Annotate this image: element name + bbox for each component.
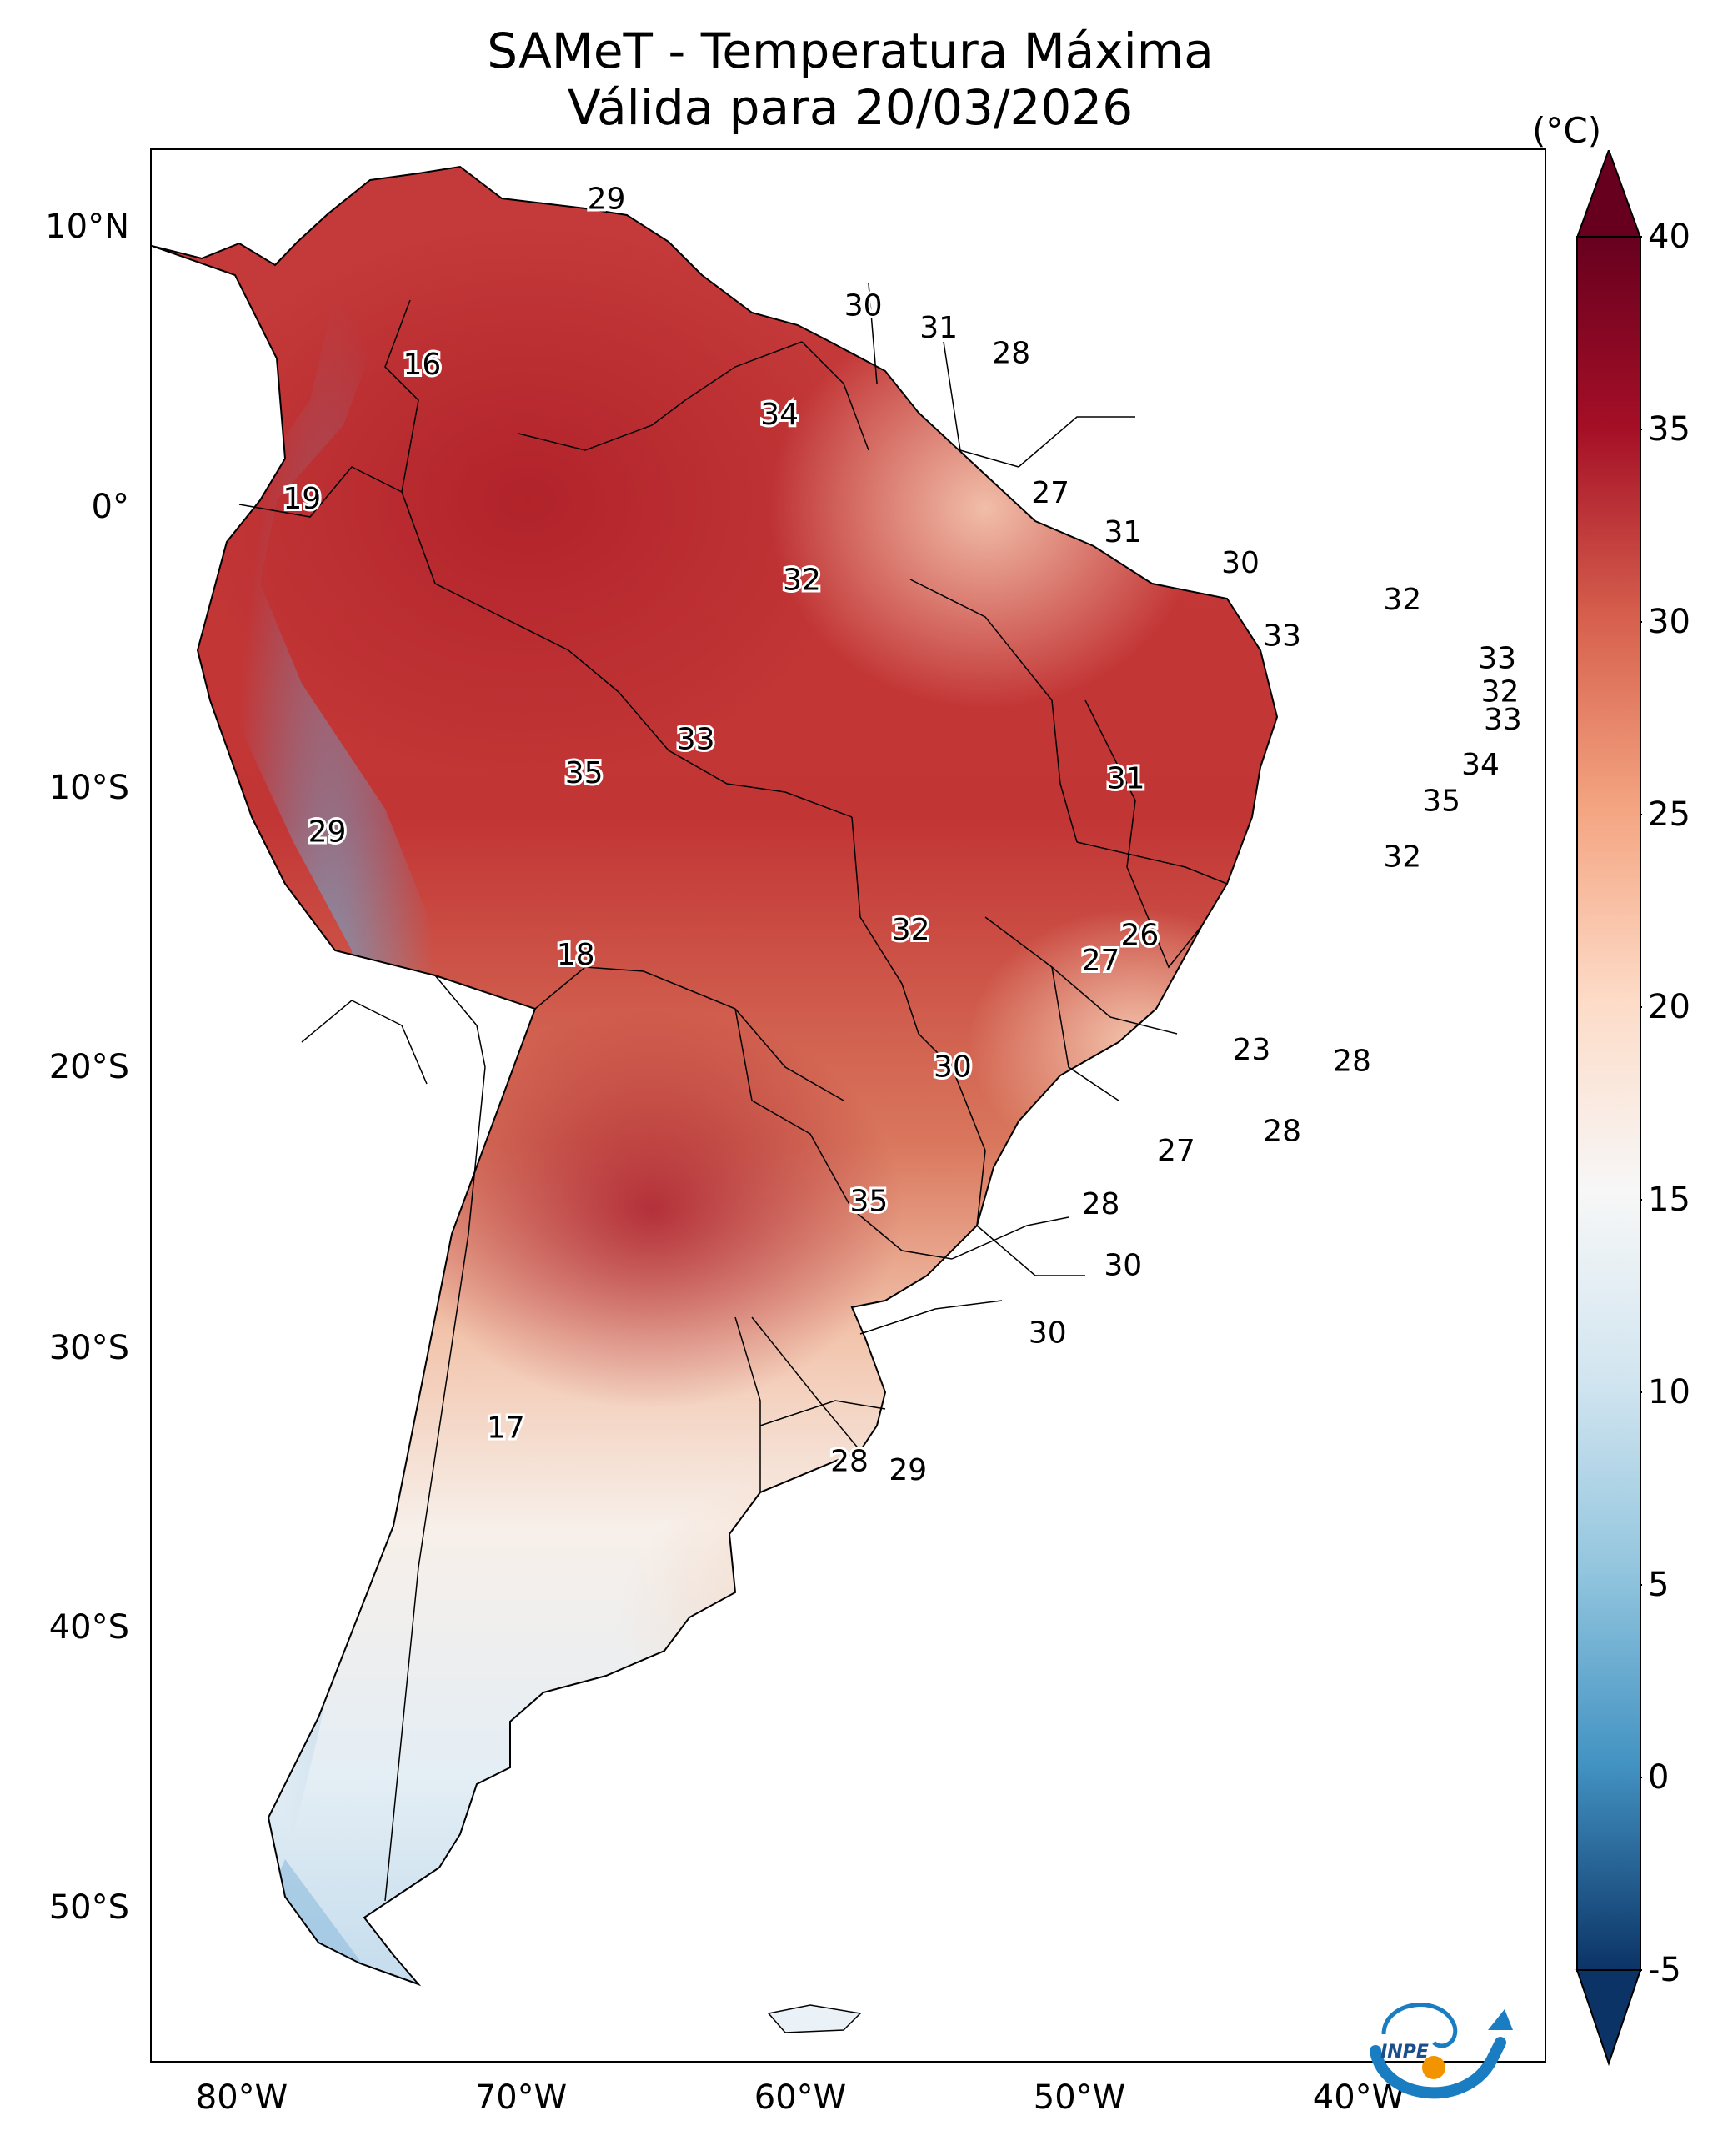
station-label: 32	[892, 913, 930, 947]
station-label: 29	[588, 183, 626, 217]
station-label: 34	[760, 398, 799, 432]
map-subtitle-date: Válida para 20/03/2026	[567, 79, 1134, 136]
map-title: SAMeT - Temperatura Máxima	[487, 23, 1214, 79]
colorbar-gradient	[1576, 236, 1641, 1972]
colorbar-min-extend	[1575, 1969, 1642, 2067]
station-label: 35	[565, 756, 604, 790]
station-label: 27	[1031, 476, 1069, 510]
station-label: 28	[1082, 1187, 1120, 1221]
station-label: 30	[1104, 1249, 1142, 1283]
station-label: 32	[1383, 583, 1421, 617]
lon-tick-60w: 60°W	[754, 2078, 847, 2117]
colorbar-tick-35: 35	[1648, 410, 1690, 449]
inpe-logo: INPE	[1370, 2003, 1513, 2099]
station-label: 26	[1120, 919, 1159, 953]
lat-tick-10n: 10°N	[45, 208, 129, 246]
land-temperature-field	[152, 167, 1277, 1984]
colorbar-unit-label: (°C)	[1532, 110, 1602, 151]
station-label: 19	[283, 482, 321, 516]
lat-tick-0: 0°	[91, 488, 129, 526]
colorbar-tick-minus5: -5	[1648, 1951, 1681, 1989]
colorbar	[1575, 150, 1642, 2067]
station-label: 31	[919, 311, 958, 345]
station-label: 32	[1481, 675, 1520, 709]
station-label: 18	[557, 938, 595, 972]
station-label: 30	[1221, 546, 1260, 580]
colorbar-tick-15: 15	[1648, 1181, 1690, 1219]
station-label: 33	[1484, 703, 1522, 737]
station-label: 35	[1422, 785, 1460, 819]
station-label: 27	[1082, 944, 1120, 978]
colorbar-tick-25: 25	[1648, 795, 1690, 834]
inpe-logo-text: INPE	[1380, 2042, 1429, 2063]
station-label: 17	[487, 1411, 525, 1445]
lon-tick-80w: 80°W	[195, 2078, 288, 2117]
station-label: 33	[1263, 619, 1301, 653]
lat-tick-50s: 50°S	[48, 1888, 129, 1927]
map-plot-area[interactable]: 29 30 31 28 34 16 19 27 31 30 32 32 33 33 32 33 33 35 31 34…	[150, 148, 1546, 2063]
station-label: 23	[1232, 1033, 1270, 1067]
lat-tick-20s: 20°S	[48, 1048, 129, 1086]
colorbar-tick-20: 20	[1648, 988, 1690, 1026]
country-borders	[238, 283, 1228, 1902]
station-label: 28	[830, 1445, 869, 1479]
station-label: 31	[1107, 762, 1145, 796]
colorbar-tick-10: 10	[1648, 1373, 1690, 1411]
station-label: 31	[1104, 515, 1142, 549]
station-label: 30	[934, 1050, 972, 1084]
lon-tick-40w: 40°W	[1312, 2078, 1405, 2117]
station-label: 30	[844, 288, 883, 323]
station-label: 32	[1383, 840, 1421, 875]
station-label: 30	[1029, 1316, 1067, 1350]
station-label: 28	[1333, 1045, 1371, 1079]
lon-tick-70w: 70°W	[474, 2078, 568, 2117]
lat-tick-40s: 40°S	[48, 1608, 129, 1647]
station-label: 27	[1157, 1134, 1195, 1168]
station-label: 32	[783, 563, 821, 597]
lat-tick-30s: 30°S	[48, 1329, 129, 1367]
station-label: 33	[1478, 641, 1516, 675]
lon-tick-50w: 50°W	[1033, 2078, 1126, 2117]
falkland-islands	[767, 2004, 862, 2033]
lat-tick-10s: 10°S	[48, 769, 129, 807]
station-label: 29	[308, 815, 347, 849]
colorbar-tick-30: 30	[1648, 603, 1690, 641]
station-label: 28	[1263, 1115, 1301, 1149]
station-label: 29	[889, 1453, 927, 1487]
colorbar-tick-0: 0	[1648, 1758, 1670, 1797]
colorbar-max-extend	[1575, 150, 1642, 238]
station-label: 33	[677, 723, 715, 757]
station-label: 16	[403, 348, 441, 382]
station-label: 34	[1461, 748, 1500, 782]
colorbar-tick-5: 5	[1648, 1566, 1670, 1604]
station-label: 35	[849, 1185, 888, 1219]
station-label: 28	[992, 336, 1030, 370]
colorbar-tick-40: 40	[1648, 218, 1690, 256]
